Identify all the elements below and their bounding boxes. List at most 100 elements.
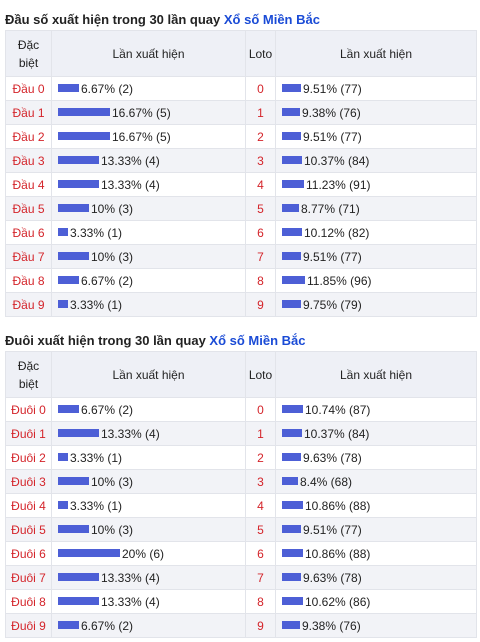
loto-frequency-bar bbox=[282, 228, 302, 237]
loto-frequency-cell: 9.75% (79) bbox=[275, 292, 477, 317]
loto-frequency-bar bbox=[282, 525, 301, 534]
loto-frequency-bar bbox=[282, 204, 299, 213]
frequency-bar bbox=[58, 549, 120, 558]
frequency-text: 10% (3) bbox=[91, 522, 134, 537]
loto-frequency-text: 11.85% (96) bbox=[307, 273, 372, 288]
header-lan-xuat-hien-loto: Lần xuất hiện bbox=[275, 30, 477, 77]
xsmb-link[interactable]: Xổ số Miền Bắc bbox=[223, 12, 320, 27]
row-label[interactable]: Đầu 7 bbox=[5, 244, 52, 269]
frequency-bar bbox=[58, 453, 68, 462]
frequency-cell: 10% (3) bbox=[51, 244, 246, 269]
duoi-table: Đặc biệt Lần xuất hiện Loto Lần xuất hiện… bbox=[5, 351, 477, 638]
frequency-cell: 10% (3) bbox=[51, 517, 246, 542]
frequency-bar bbox=[58, 276, 79, 285]
loto-frequency-cell: 10.62% (86) bbox=[275, 589, 477, 614]
row-label[interactable]: Đầu 9 bbox=[5, 292, 52, 317]
frequency-bar bbox=[58, 525, 89, 534]
row-label[interactable]: Đuôi 3 bbox=[5, 469, 52, 494]
loto-number: 3 bbox=[245, 469, 276, 494]
frequency-text: 10% (3) bbox=[91, 249, 134, 264]
loto-frequency-text: 9.75% (79) bbox=[303, 297, 362, 312]
table-row: Đuôi 1 13.33% (4) 1 10.37% (84) bbox=[5, 421, 477, 446]
row-label[interactable]: Đuôi 0 bbox=[5, 397, 52, 422]
loto-frequency-cell: 8.4% (68) bbox=[275, 469, 477, 494]
row-label[interactable]: Đuôi 8 bbox=[5, 589, 52, 614]
frequency-cell: 3.33% (1) bbox=[51, 292, 246, 317]
header-loto: Loto bbox=[245, 351, 276, 398]
row-label[interactable]: Đuôi 5 bbox=[5, 517, 52, 542]
loto-number: 2 bbox=[245, 124, 276, 149]
loto-frequency-bar bbox=[282, 405, 303, 414]
row-label[interactable]: Đầu 4 bbox=[5, 172, 52, 197]
frequency-text: 13.33% (4) bbox=[101, 426, 160, 441]
loto-frequency-text: 10.37% (84) bbox=[304, 153, 370, 168]
loto-number: 4 bbox=[245, 493, 276, 518]
row-label[interactable]: Đuôi 9 bbox=[5, 613, 52, 638]
table-row: Đầu 1 16.67% (5) 1 9.38% (76) bbox=[5, 100, 477, 125]
row-label[interactable]: Đầu 5 bbox=[5, 196, 52, 221]
duoi-section: Đuôi xuất hiện trong 30 lần quay Xổ số M… bbox=[0, 331, 480, 638]
loto-number: 5 bbox=[245, 196, 276, 221]
loto-frequency-cell: 9.51% (77) bbox=[275, 76, 477, 101]
header-dac-biet: Đặc biệt bbox=[5, 351, 52, 398]
loto-frequency-bar bbox=[282, 453, 301, 462]
row-label[interactable]: Đầu 2 bbox=[5, 124, 52, 149]
frequency-cell: 10% (3) bbox=[51, 469, 246, 494]
frequency-bar bbox=[58, 429, 99, 438]
table-row: Đầu 5 10% (3) 5 8.77% (71) bbox=[5, 196, 477, 221]
table-row: Đuôi 0 6.67% (2) 0 10.74% (87) bbox=[5, 397, 477, 422]
loto-number: 7 bbox=[245, 244, 276, 269]
loto-frequency-bar bbox=[282, 573, 301, 582]
frequency-cell: 6.67% (2) bbox=[51, 397, 246, 422]
row-label[interactable]: Đuôi 2 bbox=[5, 445, 52, 470]
header-loto: Loto bbox=[245, 30, 276, 77]
xsmb-link[interactable]: Xổ số Miền Bắc bbox=[209, 333, 306, 348]
section-title: Đầu số xuất hiện trong 30 lần quay Xổ số… bbox=[0, 10, 480, 30]
loto-frequency-text: 8.77% (71) bbox=[301, 201, 360, 216]
loto-frequency-text: 9.51% (77) bbox=[303, 522, 362, 537]
frequency-text: 20% (6) bbox=[122, 546, 165, 561]
header-dac-biet: Đặc biệt bbox=[5, 30, 52, 77]
loto-frequency-cell: 10.74% (87) bbox=[275, 397, 477, 422]
loto-frequency-bar bbox=[282, 180, 304, 189]
frequency-bar bbox=[58, 228, 68, 237]
loto-number: 8 bbox=[245, 589, 276, 614]
row-label[interactable]: Đuôi 4 bbox=[5, 493, 52, 518]
row-label[interactable]: Đầu 6 bbox=[5, 220, 52, 245]
loto-frequency-cell: 10.12% (82) bbox=[275, 220, 477, 245]
row-label[interactable]: Đầu 1 bbox=[5, 100, 52, 125]
loto-frequency-cell: 9.63% (78) bbox=[275, 565, 477, 590]
row-label[interactable]: Đuôi 1 bbox=[5, 421, 52, 446]
frequency-cell: 13.33% (4) bbox=[51, 421, 246, 446]
loto-frequency-cell: 9.51% (77) bbox=[275, 517, 477, 542]
frequency-text: 16.67% (5) bbox=[112, 129, 171, 144]
loto-frequency-bar bbox=[282, 429, 302, 438]
row-label[interactable]: Đầu 8 bbox=[5, 268, 52, 293]
frequency-bar bbox=[58, 405, 79, 414]
header-lan-xuat-hien: Lần xuất hiện bbox=[51, 30, 246, 77]
loto-number: 9 bbox=[245, 613, 276, 638]
frequency-bar bbox=[58, 573, 99, 582]
frequency-bar bbox=[58, 132, 110, 141]
header-lan-xuat-hien-loto: Lần xuất hiện bbox=[275, 351, 477, 398]
table-header-row: Đặc biệt Lần xuất hiện Loto Lần xuất hiện bbox=[5, 30, 477, 77]
loto-frequency-bar bbox=[282, 84, 301, 93]
frequency-bar bbox=[58, 621, 79, 630]
table-row: Đuôi 3 10% (3) 3 8.4% (68) bbox=[5, 469, 477, 494]
loto-number: 3 bbox=[245, 148, 276, 173]
table-row: Đuôi 5 10% (3) 5 9.51% (77) bbox=[5, 517, 477, 542]
row-label[interactable]: Đầu 3 bbox=[5, 148, 52, 173]
loto-frequency-cell: 9.51% (77) bbox=[275, 124, 477, 149]
row-label[interactable]: Đầu 0 bbox=[5, 76, 52, 101]
row-label[interactable]: Đuôi 6 bbox=[5, 541, 52, 566]
loto-frequency-bar bbox=[282, 621, 300, 630]
loto-frequency-text: 9.38% (76) bbox=[302, 105, 361, 120]
loto-frequency-bar bbox=[282, 477, 298, 486]
row-label[interactable]: Đuôi 7 bbox=[5, 565, 52, 590]
section-title-text: Đuôi xuất hiện trong 30 lần quay bbox=[5, 333, 210, 348]
frequency-bar bbox=[58, 180, 99, 189]
frequency-bar bbox=[58, 252, 89, 261]
table-row: Đầu 3 13.33% (4) 3 10.37% (84) bbox=[5, 148, 477, 173]
frequency-cell: 6.67% (2) bbox=[51, 613, 246, 638]
loto-frequency-bar bbox=[282, 108, 300, 117]
